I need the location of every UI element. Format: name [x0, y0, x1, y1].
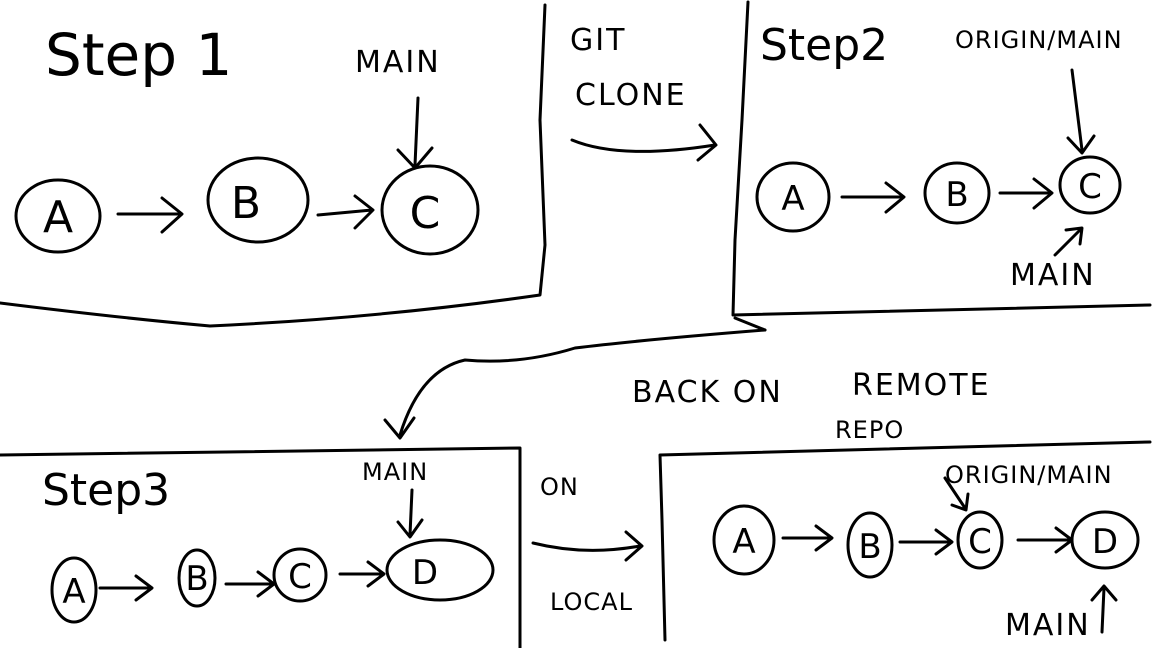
step4-commit-b-label: B	[858, 527, 881, 567]
step3-commit-c: C	[272, 547, 328, 603]
step4-commit-a: A	[712, 504, 776, 576]
step4-commit-b: B	[846, 511, 894, 579]
step1-panel-border	[0, 3, 547, 328]
separator-line	[733, 316, 767, 332]
step4-commit-d: D	[1070, 510, 1140, 570]
step4-origin-main-label: ORIGIN/MAIN	[945, 461, 1113, 489]
remote-transition: BACK ON REMOTE REPO	[383, 328, 991, 444]
step4-arrow-a-b	[781, 524, 834, 552]
step4-arrow-c-d	[1016, 526, 1074, 554]
step2-main-arrow	[1053, 226, 1084, 257]
step4-panel-border	[658, 440, 1152, 642]
step3-commit-d: D	[385, 538, 495, 602]
step2-arrow-a-b	[840, 181, 906, 214]
step2-panel-border	[731, 0, 1152, 317]
step4-arrow-b-c	[898, 528, 954, 556]
local-label-line2: LOCAL	[550, 588, 633, 616]
step2-commit-a: A	[755, 161, 831, 233]
step3-commit-b-label: B	[185, 559, 208, 599]
step2-origin-main-label: ORIGIN/MAIN	[955, 26, 1123, 54]
step3-commit-a: A	[50, 556, 98, 624]
remote-label-line3: REPO	[835, 416, 904, 444]
local-arrow	[531, 530, 644, 562]
step1-main-pointer-arrow	[396, 96, 434, 170]
step3-main-label: MAIN	[362, 458, 428, 486]
remote-label-line1: BACK ON	[632, 375, 783, 410]
step2-commit-b: B	[923, 161, 991, 225]
step3-commit-b: B	[177, 548, 217, 608]
step1-main-label: MAIN	[355, 45, 441, 80]
step2-main-label: MAIN	[1010, 258, 1096, 293]
step2-commit-b-label: B	[945, 175, 968, 215]
step3-arrow-a-b	[98, 574, 154, 602]
step2-panel: Step2 ORIGIN/MAIN A B C MAIN	[755, 20, 1123, 293]
step1-commit-c: C	[380, 164, 480, 256]
local-label-line1: ON	[540, 473, 579, 501]
step1-arrow-b-c	[316, 194, 375, 230]
step1-arrow-a-b	[116, 196, 184, 234]
step4-origin-main-arrow	[943, 476, 970, 512]
step4-main-arrow	[1090, 584, 1118, 634]
clone-transition: GIT CLONE	[570, 23, 718, 162]
step2-commit-c-label: C	[1078, 167, 1102, 207]
step1-commit-b-label: B	[231, 178, 261, 229]
step1-commit-c-label: C	[410, 188, 441, 239]
step3-arrow-b-c	[224, 570, 276, 598]
step3-title: Step3	[42, 465, 170, 516]
step4-commit-d-label: D	[1092, 522, 1118, 562]
clone-label-line1: GIT	[570, 23, 626, 58]
step2-commit-c: C	[1058, 155, 1122, 215]
step4-commit-c: C	[956, 510, 1004, 570]
step4-main-label: MAIN	[1005, 608, 1091, 643]
remote-label-line2: REMOTE	[852, 368, 991, 403]
step3-panel: Step3 MAIN A B C D	[42, 458, 495, 624]
step3-main-arrow	[396, 488, 424, 539]
remote-arrow	[383, 328, 767, 440]
local-transition: ON LOCAL	[531, 473, 644, 616]
step3-commit-d-label: D	[412, 553, 438, 593]
step3-commit-a-label: A	[62, 572, 85, 612]
step1-commit-a: A	[14, 178, 102, 254]
step1-panel: Step 1 MAIN A B C	[14, 21, 480, 256]
step2-arrow-b-c	[998, 177, 1054, 210]
step3-commit-c-label: C	[288, 557, 312, 597]
step1-commit-a-label: A	[43, 192, 73, 243]
step1-title: Step 1	[45, 21, 232, 89]
clone-arrow	[570, 123, 718, 162]
step4-commit-c-label: C	[968, 522, 992, 562]
step3-panel-border	[0, 446, 522, 648]
step2-commit-a-label: A	[781, 179, 804, 219]
clone-label-line2: CLONE	[575, 78, 687, 113]
step2-origin-main-arrow	[1066, 68, 1096, 155]
step4-panel: ORIGIN/MAIN A B C D MAIN	[712, 461, 1140, 643]
step2-title: Step2	[760, 20, 888, 71]
step3-arrow-c-d	[338, 560, 386, 588]
step4-commit-a-label: A	[732, 522, 755, 562]
step1-commit-b: B	[206, 156, 310, 244]
